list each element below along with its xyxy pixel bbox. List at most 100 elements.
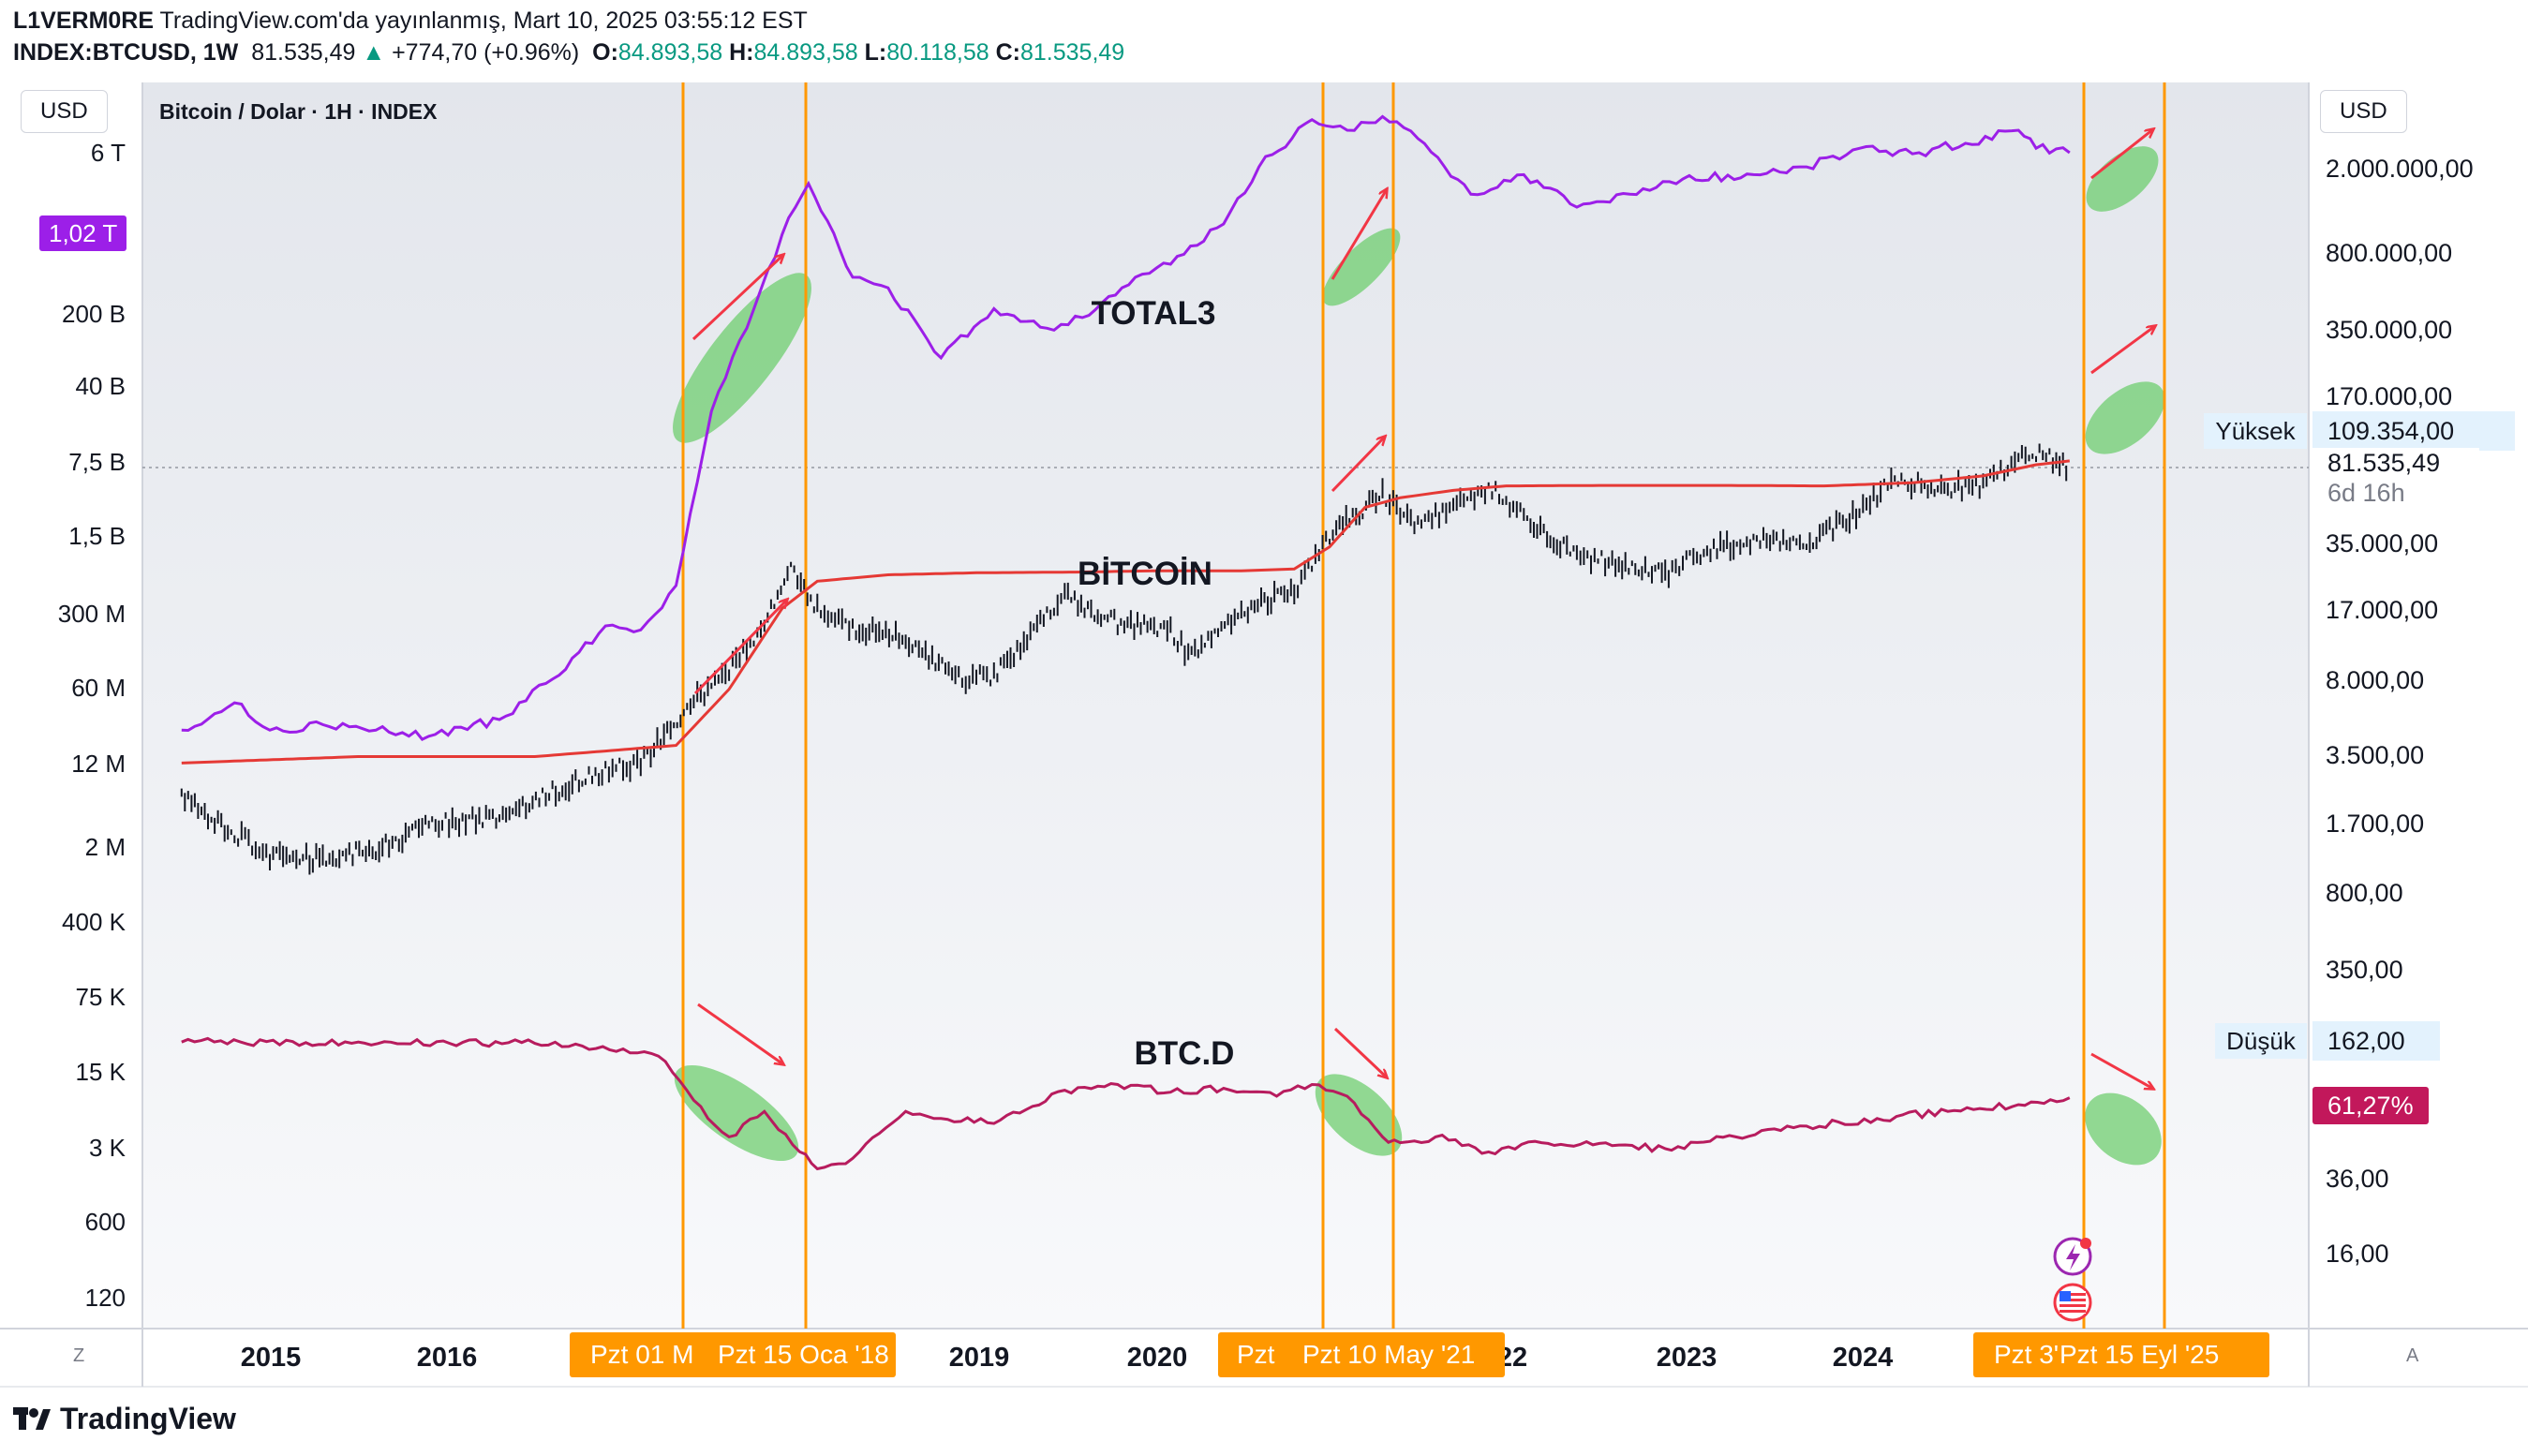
right-axis-tick: 16,00 <box>2326 1240 2389 1268</box>
annotation-label[interactable]: BİTCOİN <box>1078 556 1212 592</box>
right-axis-tick: 2.000.000,00 <box>2326 155 2474 183</box>
trend-arrow-3 <box>697 1003 783 1064</box>
right-axis-tick: 35.000,00 <box>2326 529 2438 557</box>
legend-title[interactable]: Bitcoin / Dolar · 1H · INDEX <box>159 99 438 124</box>
right-axis-tick: 800.000,00 <box>2326 239 2452 267</box>
highlight-ellipse-5 <box>674 1064 799 1162</box>
highlight-ellipse-4 <box>2085 381 2165 454</box>
published-text: TradingView.com'da yayınlanmış, Mart 10,… <box>159 7 808 34</box>
open-label: O: <box>592 39 618 66</box>
us-flag-icon[interactable] <box>2053 1283 2092 1322</box>
left-axis-tick: 1,5 B <box>68 522 126 550</box>
left-axis-tick: 300 M <box>58 600 126 628</box>
right-axis-tick: 350,00 <box>2326 956 2403 984</box>
right-axis-tick: 17.000,00 <box>2326 596 2438 624</box>
z-toggle[interactable]: Z <box>73 1345 85 1366</box>
ma-line <box>181 459 2070 765</box>
up-triangle-icon: ▲ <box>362 39 386 66</box>
trend-arrow-6 <box>1333 1027 1387 1077</box>
left-axis-tick: 7,5 B <box>68 448 126 476</box>
highlight-ellipse-1 <box>673 273 811 443</box>
tradingview-brand: TradingView <box>13 1402 236 1436</box>
trend-arrow-1 <box>691 255 783 341</box>
high-value: 84.893,58 <box>753 39 858 66</box>
left-axis-tick: 120 <box>85 1284 126 1312</box>
publish-info: L1VERM0RE TradingView.com'da yayınlanmış… <box>13 7 808 35</box>
price-value: 81.535,49 <box>2327 449 2441 477</box>
left-axis-tick: 600 <box>85 1208 126 1236</box>
low-value: 80.118,58 <box>886 39 989 66</box>
left-axis-tick: 200 B <box>62 300 126 328</box>
right-axis-tick: 8.000,00 <box>2326 666 2424 694</box>
open-value: 84.893,58 <box>617 39 723 66</box>
low-label: Düşük <box>2215 1023 2307 1059</box>
left-axis-tick: 75 K <box>76 983 126 1011</box>
total3-line <box>181 114 2071 741</box>
x-axis-tick: 2016 <box>417 1343 478 1373</box>
left-currency-button[interactable]: USD <box>21 90 108 133</box>
close-value: 81.535,49 <box>1019 39 1125 66</box>
low-label: L: <box>864 39 887 66</box>
annotation-label[interactable]: TOTAL3 <box>1092 295 1216 332</box>
close-label: C: <box>995 39 1020 66</box>
trend-arrow-9 <box>2090 1052 2153 1089</box>
left-axis-tick: 15 K <box>76 1058 126 1086</box>
x-marker-1: Pzt 01 M <box>590 1340 694 1369</box>
left-axis-tick: 6 T <box>91 139 126 167</box>
price-badge: 81.535,49 6d 16h <box>2312 448 2479 515</box>
trend-arrow-5 <box>1331 189 1387 280</box>
btcd-badge: 61,27% <box>2312 1087 2429 1124</box>
x-marker-3: Pzt <box>1237 1340 1275 1369</box>
highlight-ellipse-2 <box>1322 228 1401 306</box>
right-axis-tick: 36,00 <box>2326 1165 2389 1193</box>
right-axis-tick: 3.500,00 <box>2326 741 2424 769</box>
left-axis-tick: 60 M <box>71 674 126 702</box>
right-currency-button[interactable]: USD <box>2320 90 2407 133</box>
highlight-ellipse-3 <box>2086 146 2159 212</box>
high-label: Yüksek <box>2204 413 2307 449</box>
right-axis-tick: 350.000,00 <box>2326 316 2452 344</box>
countdown-value: 6d 16h <box>2327 479 2405 507</box>
symbol-label[interactable]: INDEX:BTCUSD, 1W <box>13 39 239 66</box>
auto-scale-toggle[interactable]: A <box>2406 1345 2419 1366</box>
trend-arrow-4 <box>1331 437 1385 493</box>
x-marker-2: Pzt 15 Oca '18 <box>718 1340 889 1369</box>
x-axis-tick: 2015 <box>241 1343 302 1373</box>
x-marker-group-1: Pzt 01 M Pzt 15 Oca '18 <box>570 1332 896 1377</box>
btcd-line <box>181 1036 2071 1171</box>
tradingview-logo-icon <box>13 1406 51 1430</box>
x-marker-group-3: Pzt 3' Pzt 15 Eyl '25 <box>1973 1332 2269 1377</box>
highlight-ellipse-7 <box>2085 1092 2162 1166</box>
right-axis-tick: 800,00 <box>2326 879 2403 907</box>
trend-arrow-8 <box>2090 326 2155 375</box>
x-marker-6: Pzt 15 Eyl '25 <box>2058 1332 2220 1377</box>
x-marker-group-2: Pzt Pzt 10 May '21 <box>1218 1332 1505 1377</box>
author-name[interactable]: L1VERM0RE <box>13 7 155 34</box>
plot-area[interactable] <box>142 82 2309 1329</box>
left-axis-tick: 2 M <box>85 833 126 861</box>
high-value-badge: 109.354,00 <box>2312 411 2515 451</box>
right-axis-tick: 170.000,00 <box>2326 382 2452 410</box>
brand-name: TradingView <box>60 1402 236 1435</box>
ohlc-bar: INDEX:BTCUSD, 1W 81.535,49 ▲ +774,70 (+0… <box>13 39 1124 67</box>
bitcoin-candles <box>180 443 2068 875</box>
total3-badge: 1,02 T <box>39 215 127 251</box>
change-value: +774,70 (+0.96%) <box>392 39 580 66</box>
x-axis-tick: 2020 <box>1127 1343 1188 1373</box>
high-label: H: <box>729 39 754 66</box>
right-axis-tick: 1.700,00 <box>2326 810 2424 838</box>
left-axis-tick: 40 B <box>76 372 126 400</box>
x-axis-tick: 2023 <box>1657 1343 1718 1373</box>
low-value-badge: 162,00 <box>2312 1021 2440 1061</box>
annotation-label[interactable]: BTC.D <box>1135 1035 1235 1072</box>
trend-arrow-7 <box>2090 129 2153 180</box>
left-axis-tick: 12 M <box>71 750 126 778</box>
trend-arrow-2 <box>693 600 787 695</box>
x-marker-5: Pzt 3' <box>1994 1340 2060 1369</box>
x-marker-4: Pzt 10 May '21 <box>1302 1340 1476 1369</box>
left-axis-tick: 400 K <box>62 908 126 936</box>
x-axis-tick: 2024 <box>1833 1343 1894 1373</box>
lightning-icon[interactable] <box>2053 1237 2092 1276</box>
left-axis-tick: 3 K <box>89 1134 126 1162</box>
